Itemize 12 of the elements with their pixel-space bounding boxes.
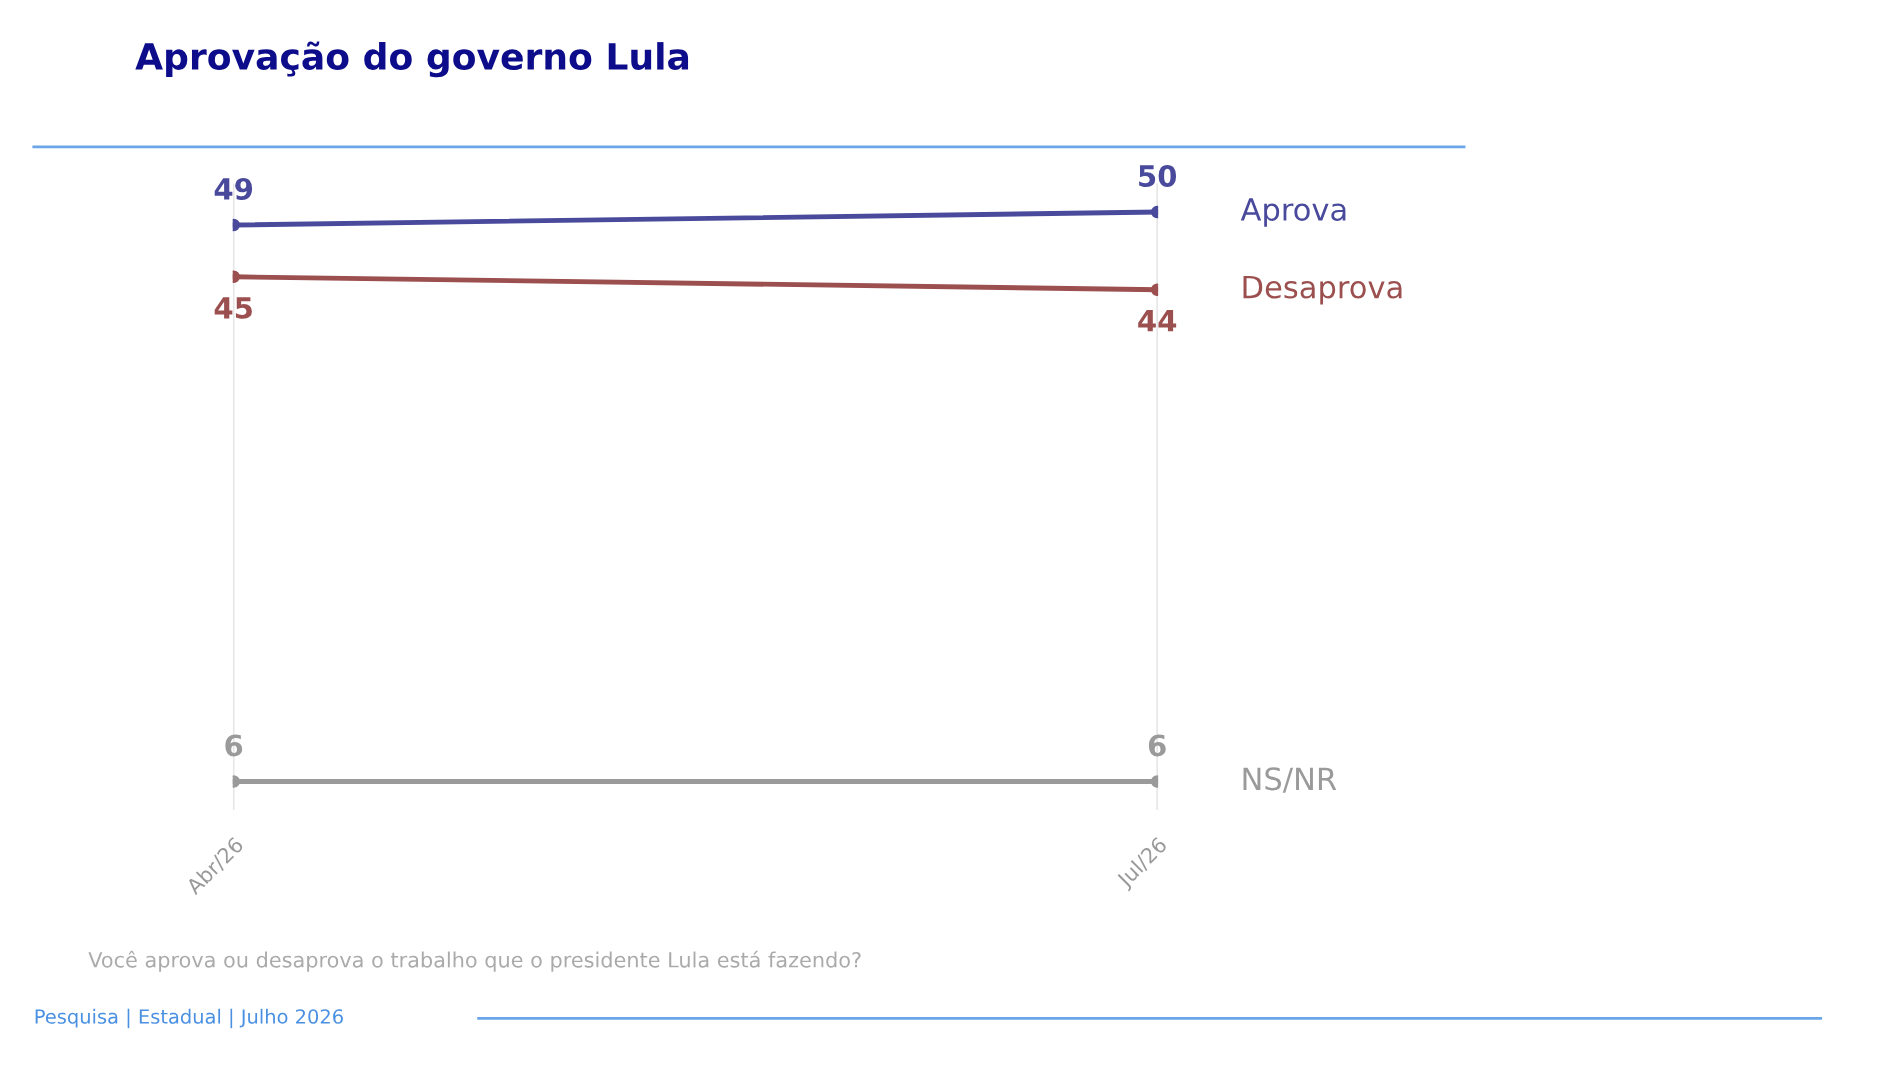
text: Aprova — [1240, 198, 1346, 227]
text: Você aprova ou desaprova o trabalho que o presidente Lula está fazendo? — [88, 950, 861, 972]
data-label: 50 — [1139, 164, 1177, 187]
data-label: 45 — [214, 297, 252, 319]
chart-title: Aprovação do governo Lula — [135, 41, 689, 78]
text: NS/NR — [1243, 767, 1337, 793]
data-label: 44 — [1138, 310, 1177, 332]
text: Pesquisa | Estadual | Julho 2026 — [35, 1008, 343, 1029]
data-label: 6 — [225, 734, 243, 757]
text: Desaprova — [1243, 275, 1402, 305]
data-label: 49 — [214, 177, 253, 200]
data-label: 6 — [1148, 734, 1166, 757]
